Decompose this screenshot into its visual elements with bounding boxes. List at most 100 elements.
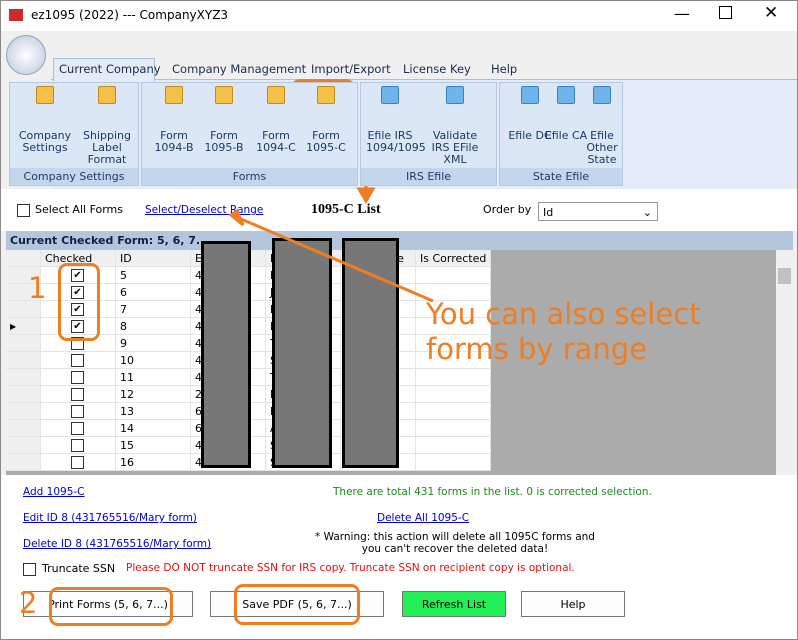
row-header bbox=[6, 369, 41, 386]
button-label: Efile IRS 1094/1095 bbox=[366, 129, 426, 154]
button-icon bbox=[215, 86, 233, 104]
ribbon-button[interactable]: Form 1095-B bbox=[200, 86, 248, 158]
ribbon-tab[interactable]: Help bbox=[491, 62, 518, 76]
corrected-cell bbox=[416, 386, 491, 403]
minimize[interactable]: — bbox=[674, 4, 690, 23]
row-checkbox[interactable]: ✔ bbox=[71, 303, 84, 316]
group-label: Forms bbox=[142, 168, 357, 185]
delete-link[interactable]: Delete ID 8 (431765516/Mary form) bbox=[23, 538, 212, 550]
highlight bbox=[58, 263, 100, 341]
order-by-value: Id bbox=[543, 206, 554, 219]
maximize[interactable] bbox=[719, 6, 732, 19]
scrollbar[interactable] bbox=[776, 250, 793, 475]
button-label: Validate IRS EFile XML bbox=[431, 129, 479, 166]
dropdown-arrow: ⌄ bbox=[642, 206, 652, 219]
button-icon bbox=[98, 86, 116, 104]
row-header: ▶ bbox=[6, 318, 41, 335]
ribbon-tab[interactable]: Import/Export bbox=[311, 62, 391, 76]
corrected-cell bbox=[416, 284, 491, 301]
id-cell: 16 bbox=[116, 454, 191, 471]
button-icon bbox=[521, 86, 539, 104]
row-header bbox=[6, 386, 41, 403]
corrected-cell bbox=[416, 369, 491, 386]
row-checkbox[interactable] bbox=[71, 422, 84, 435]
button-label: Form 1094-C bbox=[256, 129, 296, 154]
ribbon-button[interactable]: Shipping Label Format bbox=[79, 86, 135, 166]
id-cell: 8 bbox=[116, 318, 191, 335]
corrected-cell bbox=[416, 454, 491, 471]
list-title: 1095-C List bbox=[311, 202, 381, 217]
select-all-checkbox[interactable] bbox=[17, 204, 30, 217]
ribbon-button[interactable]: Form 1095-C bbox=[302, 86, 350, 158]
corrected-cell bbox=[416, 335, 491, 352]
ribbon-button[interactable]: Form 1094-C bbox=[252, 86, 300, 158]
add-link[interactable]: Add 1095-C bbox=[23, 486, 85, 498]
row-checkbox[interactable] bbox=[71, 371, 84, 384]
row-checkbox[interactable]: ✔ bbox=[71, 269, 84, 282]
corrected-cell bbox=[416, 267, 491, 284]
row-checkbox[interactable] bbox=[71, 456, 84, 469]
row-header bbox=[6, 352, 41, 369]
button-icon bbox=[446, 86, 464, 104]
row-checkbox[interactable] bbox=[71, 405, 84, 418]
highlight bbox=[49, 587, 173, 626]
column-header: Checked bbox=[41, 250, 116, 267]
delete-all-link[interactable]: Delete All 1095-C bbox=[377, 512, 470, 524]
corrected-cell bbox=[416, 437, 491, 454]
checked-cell bbox=[41, 420, 116, 437]
range-note: You can also select forms by range bbox=[426, 297, 701, 366]
group-label: Company Settings bbox=[10, 168, 138, 185]
ribbon-button[interactable]: Efile IRS 1094/1095 bbox=[366, 86, 426, 158]
ribbon-button[interactable]: Validate IRS EFile XML bbox=[431, 86, 479, 166]
ribbon-button[interactable]: Efile CA bbox=[542, 86, 590, 158]
ribbon-group: Company Settings bbox=[9, 82, 139, 186]
help-button[interactable]: Help bbox=[521, 591, 625, 617]
ribbon-button[interactable]: Form 1094-B bbox=[150, 86, 198, 158]
column-header: Is Corrected bbox=[416, 250, 491, 267]
step-2: 2 bbox=[19, 586, 38, 620]
redaction bbox=[342, 238, 399, 468]
truncate-checkbox[interactable] bbox=[23, 563, 36, 576]
row-header bbox=[6, 454, 41, 471]
app-icon bbox=[9, 9, 23, 21]
id-cell: 9 bbox=[116, 335, 191, 352]
checked-cell bbox=[41, 403, 116, 420]
ribbon-button[interactable]: Company Settings bbox=[17, 86, 73, 158]
close[interactable]: ✕ bbox=[764, 3, 779, 23]
row-checkbox[interactable] bbox=[71, 388, 84, 401]
order-by-select[interactable]: Id ⌄ bbox=[538, 202, 658, 221]
button-icon bbox=[381, 86, 399, 104]
ribbon-tab[interactable]: Company Management bbox=[172, 62, 307, 76]
corrected-cell bbox=[416, 403, 491, 420]
button-label: Company Settings bbox=[18, 129, 72, 154]
truncate-note: Please DO NOT truncate SSN for IRS copy.… bbox=[126, 562, 575, 574]
row-checkbox[interactable]: ✔ bbox=[71, 286, 84, 299]
corrected-cell bbox=[416, 301, 491, 318]
window-title: ez1095 (2022) --- CompanyXYZ3 bbox=[31, 8, 229, 22]
row-checkbox[interactable] bbox=[71, 354, 84, 367]
refresh-button[interactable]: Refresh List bbox=[402, 591, 506, 617]
button-label: Efile CA bbox=[544, 129, 588, 142]
button-icon bbox=[593, 86, 611, 104]
row-checkbox[interactable] bbox=[71, 439, 84, 452]
corrected-cell bbox=[416, 318, 491, 335]
edit-link[interactable]: Edit ID 8 (431765516/Mary form) bbox=[23, 512, 197, 524]
redaction bbox=[272, 238, 332, 468]
ribbon-tab[interactable]: License Key bbox=[403, 62, 471, 76]
ribbon-button[interactable]: Efile Other State bbox=[578, 86, 626, 166]
row-checkbox[interactable]: ✔ bbox=[71, 320, 84, 333]
row-header bbox=[6, 420, 41, 437]
checked-cell bbox=[41, 386, 116, 403]
ribbon-tab[interactable]: Current Company bbox=[59, 62, 161, 76]
id-cell: 11 bbox=[116, 369, 191, 386]
column-header: ID bbox=[116, 250, 191, 267]
app-menu-button[interactable] bbox=[6, 35, 46, 75]
ribbon-button[interactable]: Efile DC bbox=[506, 86, 554, 158]
row-header bbox=[6, 403, 41, 420]
row-header bbox=[6, 335, 41, 352]
save-pdf-button[interactable]: Save PDF (5, 6, 7...) bbox=[210, 591, 384, 617]
corrected-cell bbox=[416, 352, 491, 369]
truncate-label: Truncate SSN bbox=[42, 562, 116, 575]
